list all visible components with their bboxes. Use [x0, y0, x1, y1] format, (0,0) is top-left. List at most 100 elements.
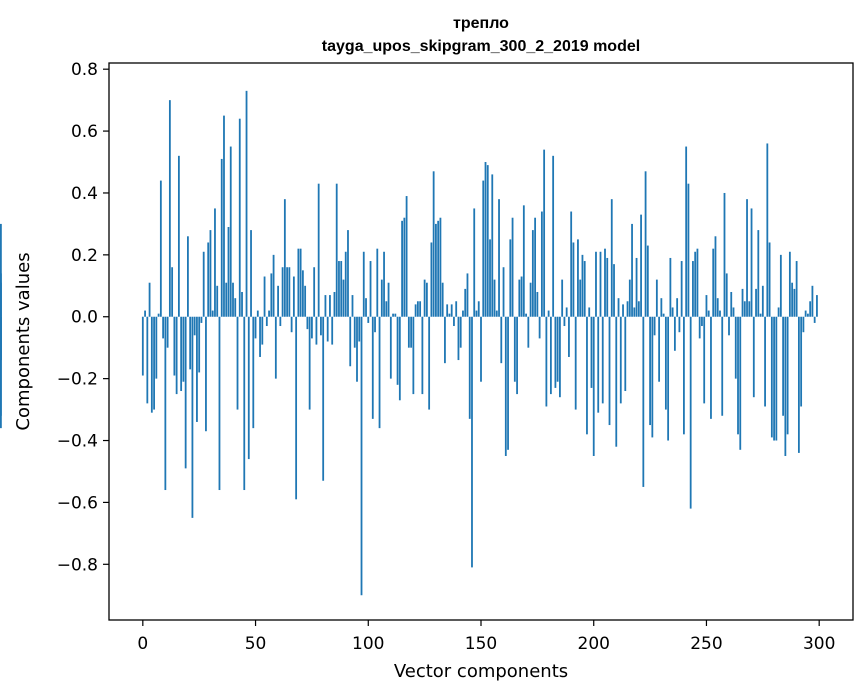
- bar-164: [511, 217, 514, 317]
- bar-133: [441, 282, 444, 317]
- bar-217: [631, 223, 633, 317]
- bar-14: [173, 316, 176, 376]
- bar-27: [202, 251, 205, 317]
- bar-226: [651, 316, 654, 438]
- bar-79: [320, 316, 322, 336]
- bar-175: [536, 291, 539, 317]
- x-tick-label: 50: [245, 634, 267, 654]
- bar-176: [538, 316, 541, 339]
- bar-115: [401, 220, 403, 317]
- bar-170: [525, 313, 527, 317]
- bar-280: [773, 316, 775, 441]
- bar-231: [662, 313, 665, 317]
- bar-224: [646, 245, 649, 317]
- bar-32: [214, 208, 216, 317]
- bar-17: [180, 316, 183, 392]
- bar-201: [595, 251, 597, 317]
- x-tick-label: 200: [578, 634, 610, 654]
- bar-254: [714, 236, 717, 317]
- bar-267: [743, 301, 746, 317]
- bar-52: [259, 316, 261, 357]
- bar-173: [531, 230, 534, 317]
- bar-105: [378, 316, 381, 429]
- bar-90: [344, 251, 347, 317]
- bar-205: [604, 248, 606, 317]
- bar-56: [268, 310, 270, 317]
- bar-135: [446, 304, 449, 317]
- bar-162: [507, 316, 509, 450]
- bar-113: [396, 316, 399, 385]
- bar-61: [279, 316, 282, 327]
- bar-210: [615, 316, 618, 447]
- bar-198: [588, 307, 591, 317]
- bar-55: [265, 316, 268, 327]
- bar-66: [290, 316, 293, 333]
- bar-81: [324, 295, 327, 317]
- bar-30: [209, 230, 212, 317]
- bar-127: [428, 316, 431, 410]
- bar-78: [317, 183, 320, 317]
- bar-29: [207, 242, 210, 317]
- bar-269: [748, 301, 751, 317]
- bar-129: [432, 171, 435, 317]
- bar-299: [816, 295, 818, 317]
- bar-57: [270, 273, 273, 317]
- bar-194: [579, 279, 582, 317]
- bar-6: [155, 316, 158, 379]
- bar-161: [504, 316, 507, 456]
- bar-71: [301, 270, 304, 317]
- bar-100: [367, 316, 370, 323]
- bar-4: [150, 316, 153, 413]
- bar-253: [712, 248, 715, 317]
- y-tick-label: −0.2: [57, 370, 98, 390]
- bar-67: [292, 276, 295, 317]
- bar-169: [522, 205, 525, 317]
- bar-45: [243, 316, 246, 491]
- bar-240: [683, 316, 685, 435]
- bar-237: [676, 298, 679, 317]
- bar-76: [313, 267, 316, 317]
- bar-147: [473, 208, 476, 317]
- bar-83: [329, 295, 331, 317]
- bar-34: [218, 316, 221, 491]
- bar-158: [498, 199, 500, 317]
- bar-287: [788, 251, 791, 317]
- bar-278: [768, 242, 771, 317]
- x-tick-label: 300: [803, 634, 835, 654]
- bar-171: [527, 316, 530, 348]
- bar-31: [211, 310, 214, 317]
- bar-260: [728, 316, 730, 336]
- bar-142: [462, 310, 464, 317]
- bar-106: [380, 279, 383, 317]
- bar-236: [673, 316, 676, 351]
- bar-132: [439, 217, 442, 317]
- bar-0: [141, 316, 144, 376]
- bar-20: [187, 236, 189, 317]
- bar-293: [802, 316, 805, 333]
- bar-174: [534, 217, 537, 317]
- bar-184: [556, 316, 559, 382]
- bar-275: [761, 285, 764, 317]
- bar-281: [775, 316, 778, 441]
- bar-111: [392, 313, 394, 317]
- bar-108: [385, 301, 388, 317]
- bar-99: [365, 298, 367, 317]
- bar-44: [241, 291, 243, 317]
- bar-225: [649, 316, 651, 426]
- bar-256: [719, 310, 721, 317]
- bar-72: [304, 285, 307, 317]
- y-axis-label: Components values: [13, 252, 34, 430]
- bar-39: [229, 146, 232, 317]
- bar-63: [283, 199, 286, 317]
- bar-97: [360, 316, 363, 596]
- bar-221: [640, 214, 642, 317]
- bar-214: [624, 316, 627, 392]
- bar-36: [223, 115, 225, 317]
- bar-257: [721, 316, 724, 416]
- bar-69: [297, 248, 300, 317]
- y-axis-ticks: −0.8 −0.6 −0.4 −0.2 0.0 0.2 0.4 0.6 0.8: [57, 60, 109, 575]
- bar-197: [586, 316, 588, 435]
- x-tick-label: 0: [137, 634, 148, 654]
- x-tick-label: 100: [352, 634, 384, 654]
